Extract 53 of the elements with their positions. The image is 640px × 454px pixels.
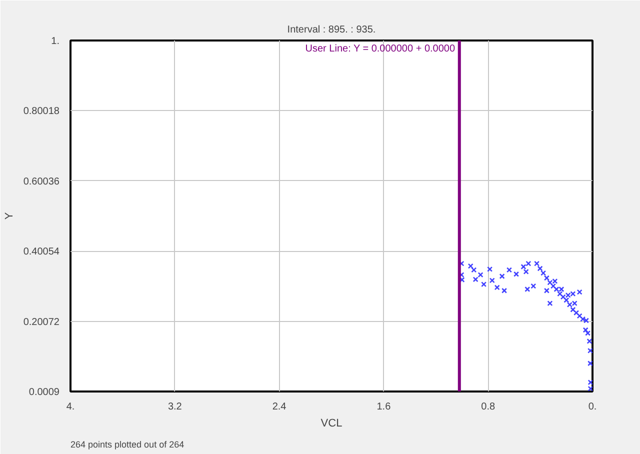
point [588,360,592,366]
point [547,300,553,306]
point [514,271,520,277]
point [570,306,576,312]
point [506,267,512,273]
chart-title: Interval : 895. : 935. [287,24,376,36]
point [588,348,592,354]
point [489,278,495,284]
point [487,266,493,272]
x-tick-label: 2.4 [272,402,287,412]
point [544,288,550,294]
point [544,275,550,281]
point [524,286,530,292]
x-tick-label: 3.2 [168,402,182,412]
point [564,297,570,303]
y-tick-label: 0.40054 [23,246,60,258]
point [530,283,536,289]
y-tick-label: 0.80018 [23,106,60,118]
text: 264 points plotted out of 264 [70,440,184,450]
y-tick-label: 0.20072 [23,316,60,328]
x-tick-label: 1.6 [376,402,392,412]
y-tick-label: 0.0009 [28,387,60,398]
point [576,313,582,319]
y-axis-title: Y [3,212,16,220]
point [580,316,586,322]
point [557,291,563,297]
point [588,380,592,386]
point [586,338,592,344]
y-tick-label: 1. [51,36,60,47]
x-tick-label: 0. [588,402,597,412]
point [502,288,508,294]
point [550,283,556,289]
annotation: User Line: Y = 0.000000 + 0.0000 [305,44,456,54]
point [534,260,540,266]
point [582,327,588,333]
point [574,310,580,316]
point [540,270,546,276]
point [585,330,591,336]
point [478,272,484,278]
point [481,282,487,288]
x-axis-title: VCL [320,418,342,430]
point [494,284,500,290]
x-tick-label: 0.8 [481,402,496,412]
point [523,268,529,274]
point [471,267,477,273]
x-tick-label: 4. [66,402,75,412]
point [472,276,478,282]
point [588,386,592,392]
y-tick-label: 0.60036 [23,176,60,188]
point [499,273,505,280]
point [583,318,590,324]
point [468,263,474,269]
point [537,266,543,272]
